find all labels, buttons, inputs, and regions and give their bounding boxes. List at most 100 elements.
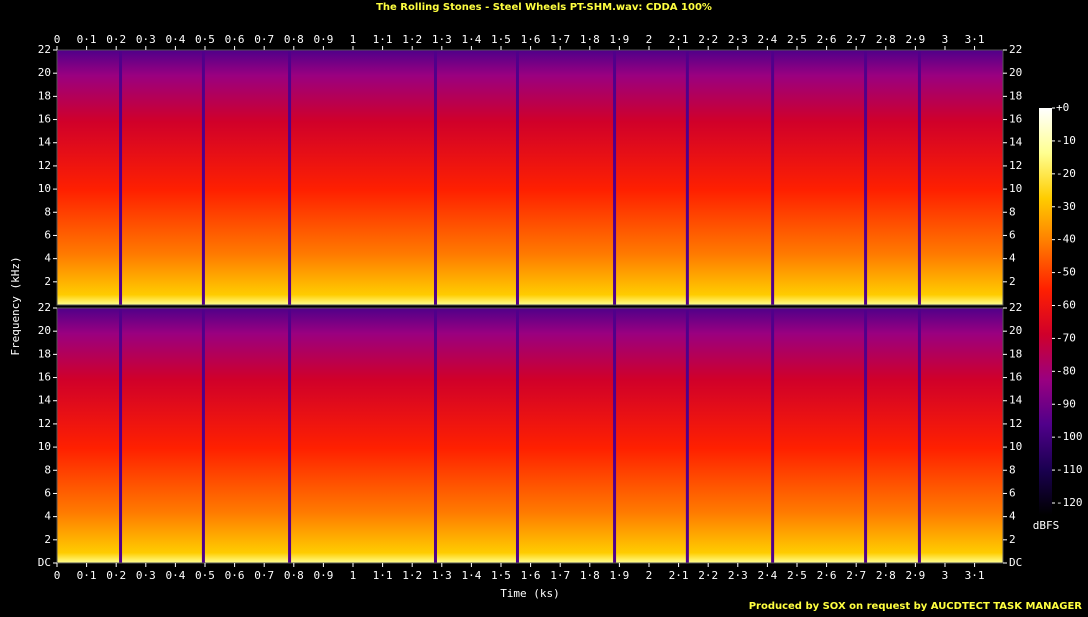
colorbar-tick-label: -60 (1056, 299, 1076, 312)
colorbar-tick-label: -10 (1056, 134, 1076, 147)
colorbar-tick-label: -20 (1056, 167, 1076, 180)
y-tick-label: 12 (38, 159, 51, 172)
y-tick-label: 8 (44, 205, 51, 218)
y-tick-label: 22 (1009, 43, 1022, 56)
y-tick-label: 20 (1009, 66, 1022, 79)
x-tick-label: 1·2 (402, 569, 422, 582)
track-spectrum (920, 50, 1003, 305)
y-tick-label: 14 (1009, 394, 1023, 407)
y-tick-label: 4 (1009, 252, 1016, 265)
y-tick-label: 20 (38, 66, 51, 79)
track-spectrum (867, 50, 918, 305)
y-tick-label: 18 (1009, 89, 1022, 102)
x-tick-label: 2·2 (698, 33, 718, 46)
x-tick-label: 1·5 (491, 569, 511, 582)
x-tick-label: 2 (646, 569, 653, 582)
y-tick-label: 16 (38, 113, 51, 126)
x-tick-label: 1·4 (461, 33, 481, 46)
x-tick-label: 1·5 (491, 33, 511, 46)
track-spectrum (291, 50, 434, 305)
x-tick-label: 2·6 (817, 569, 837, 582)
x-tick-label: 1·3 (432, 569, 452, 582)
footer: Produced by SOX on request by AUCDTECT T… (749, 601, 1083, 612)
x-tick-label: 1·8 (580, 569, 600, 582)
x-tick-label: 0·7 (254, 33, 274, 46)
x-tick-label: 2·7 (846, 569, 866, 582)
x-tick-label: 1·7 (550, 33, 570, 46)
y-tick-label: 4 (1009, 510, 1016, 523)
colorbar-tick-label: +0 (1056, 101, 1069, 114)
track-spectrum (436, 50, 516, 305)
x-tick-label: 2 (646, 33, 653, 46)
y-tick-label: 16 (38, 371, 51, 384)
y-tick-label: 6 (44, 486, 51, 499)
x-tick-label: 1·2 (402, 33, 422, 46)
y-tick-label: 4 (44, 510, 51, 523)
track-spectrum (291, 308, 434, 563)
panel-frame (56, 49, 1004, 306)
colorbar-label: dBFS (1033, 519, 1060, 532)
x-tick-label: 0·9 (313, 33, 333, 46)
x-tick-label: 3 (942, 33, 949, 46)
y-tick-label: 22 (1009, 301, 1022, 314)
y-tick-label: 2 (44, 533, 51, 546)
y-tick-label: DC (1009, 556, 1022, 569)
x-tick-label: 2·1 (669, 569, 689, 582)
x-tick-label: 0·4 (165, 569, 185, 582)
y-tick-label: 14 (38, 136, 52, 149)
x-tick-label: 2·3 (728, 33, 748, 46)
x-tick-label: 0·8 (284, 569, 304, 582)
x-tick-label: 2·5 (787, 33, 807, 46)
x-tick-label: 2·8 (876, 569, 896, 582)
x-tick-label: 0 (54, 33, 61, 46)
x-tick-label: 1·6 (521, 569, 541, 582)
x-tick-label: 2·9 (905, 33, 925, 46)
track-spectrum (774, 308, 865, 563)
x-tick-label: 1·6 (521, 33, 541, 46)
y-tick-label: 16 (1009, 371, 1022, 384)
y-tick-label: 16 (1009, 113, 1022, 126)
x-tick-label: 1 (350, 569, 357, 582)
track-spectrum (518, 308, 614, 563)
y-tick-label: 8 (1009, 205, 1016, 218)
colorbar-tick-label: -100 (1056, 430, 1083, 443)
x-tick-label: 2·5 (787, 569, 807, 582)
track-spectrum (616, 50, 686, 305)
colorbar-tick-label: -30 (1056, 200, 1076, 213)
y-tick-label: 18 (1009, 347, 1022, 360)
track-spectrum (57, 308, 120, 563)
y-axis-label: Frequency (kHz) (9, 256, 22, 355)
colorbar-tick-label: -80 (1056, 364, 1076, 377)
x-tick-label: 2·2 (698, 569, 718, 582)
x-tick-label: 1·4 (461, 569, 481, 582)
colorbar-tick-label: -120 (1056, 496, 1083, 509)
x-tick-label: 2·9 (905, 569, 925, 582)
colorbar-tick-label: -110 (1056, 463, 1083, 476)
x-tick-label: 2·4 (757, 33, 777, 46)
x-tick-label: 2·6 (817, 33, 837, 46)
y-tick-label: 14 (38, 394, 52, 407)
y-tick-label: 18 (38, 347, 51, 360)
x-tick-label: 0·8 (284, 33, 304, 46)
track-spectrum (204, 308, 289, 563)
track-spectrum (122, 50, 202, 305)
x-tick-label: 2·7 (846, 33, 866, 46)
track-spectrum (204, 50, 289, 305)
track-spectrum (774, 50, 865, 305)
x-tick-label: 0·3 (136, 33, 156, 46)
x-tick-label: 0·7 (254, 569, 274, 582)
x-tick-label: 0·9 (313, 569, 333, 582)
x-tick-label: 0·6 (225, 33, 245, 46)
x-tick-label: 1·9 (609, 569, 629, 582)
track-spectrum (518, 50, 614, 305)
y-tick-label: 2 (44, 275, 51, 288)
colorbar-tick-label: -40 (1056, 233, 1076, 246)
x-tick-label: 0·5 (195, 33, 215, 46)
x-tick-label: 2·4 (757, 569, 777, 582)
track-spectrum (688, 308, 772, 563)
x-tick-label: 2·8 (876, 33, 896, 46)
x-tick-label: 1·1 (373, 33, 393, 46)
x-axis-label: Time (ks) (500, 587, 560, 600)
y-tick-label: 20 (38, 324, 51, 337)
y-tick-label: 10 (38, 182, 51, 195)
